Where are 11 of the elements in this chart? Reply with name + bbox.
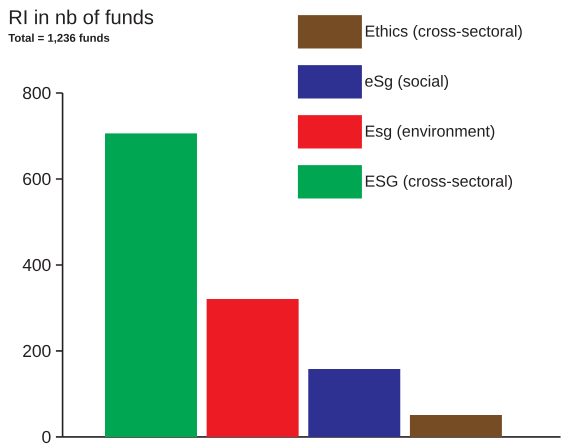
y-tick-label: 600 (23, 172, 51, 186)
y-tick-label: 400 (22, 258, 51, 272)
y-tick-label: 800 (23, 86, 51, 100)
y-tick-label: 200 (23, 344, 51, 358)
y-tick-label: 0 (42, 430, 51, 444)
legend-label: eSg (social) (365, 75, 448, 90)
legend-label: Ethics (cross-sectoral) (366, 25, 522, 40)
legend-label: ESG (cross-sectoral) (366, 175, 512, 190)
chart-subtitle: Total = 1,236 funds (8, 34, 110, 44)
chart-title: RI in nb of funds (10, 10, 154, 24)
legend-label: Esg (environment) (366, 125, 494, 140)
